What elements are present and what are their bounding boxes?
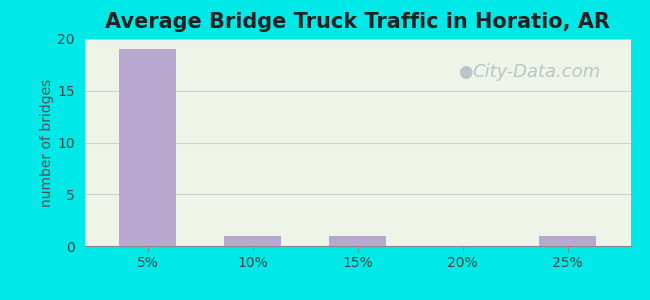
Title: Average Bridge Truck Traffic in Horatio, AR: Average Bridge Truck Traffic in Horatio,…: [105, 12, 610, 32]
Y-axis label: number of bridges: number of bridges: [40, 78, 55, 207]
Text: ●: ●: [458, 63, 473, 81]
Bar: [224, 236, 281, 246]
Bar: [329, 236, 386, 246]
Bar: [539, 236, 597, 246]
Text: City-Data.com: City-Data.com: [472, 63, 601, 81]
Bar: [118, 49, 176, 246]
